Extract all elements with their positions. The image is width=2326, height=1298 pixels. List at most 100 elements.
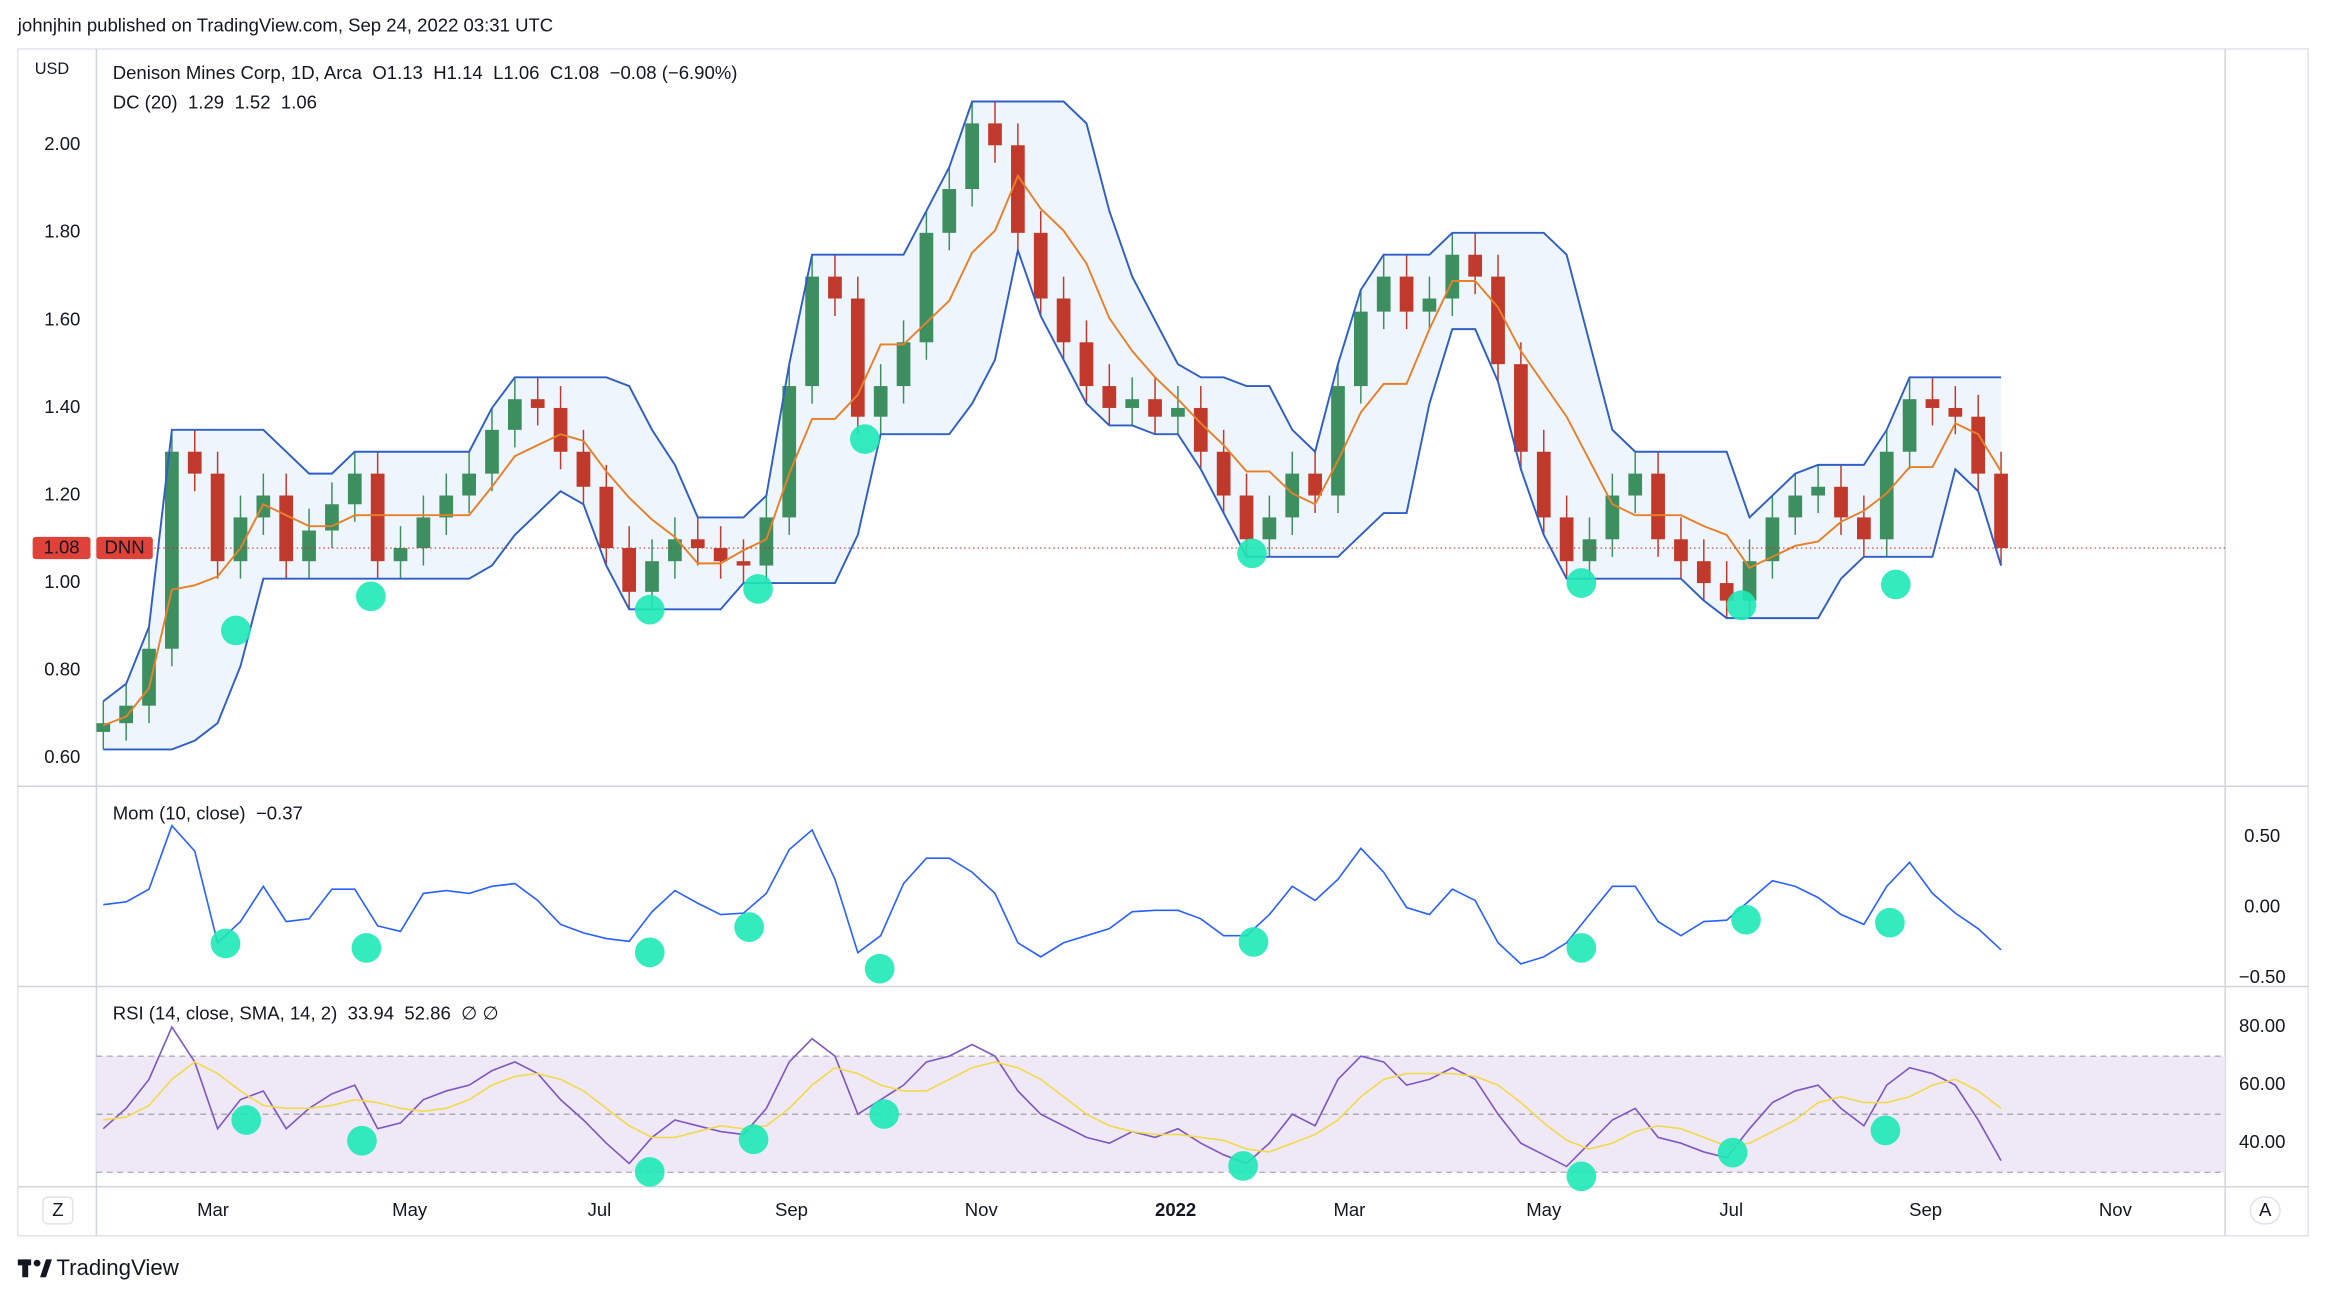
- y-tick-label: 1.80: [44, 221, 80, 242]
- candle-body: [1399, 276, 1414, 312]
- x-tick-label: Mar: [1333, 1199, 1365, 1220]
- candle-body: [1857, 517, 1871, 540]
- frame: [17, 48, 2309, 1237]
- brand: TradingView: [56, 1255, 179, 1280]
- x-tick-label: Sep: [775, 1199, 808, 1220]
- candle-body: [645, 561, 659, 592]
- candle-body: [165, 451, 179, 649]
- highlight-circle: [221, 615, 251, 646]
- button-frame[interactable]: [2249, 1196, 2281, 1225]
- channel-fill: [103, 101, 2002, 750]
- highlight-circle: [347, 1125, 377, 1156]
- indicator-line: [103, 824, 2002, 965]
- candle-body: [1765, 517, 1780, 562]
- candle-body: [1193, 407, 1208, 452]
- x-tick-label: Nov: [2099, 1199, 2133, 1220]
- candle-body: [1491, 276, 1505, 365]
- candle-body: [668, 539, 682, 562]
- candle-body: [370, 473, 385, 562]
- highlight-circle: [634, 594, 665, 625]
- legend-text: ∅ ∅: [461, 1003, 498, 1024]
- candle-body: [1902, 399, 1917, 452]
- candle-body: [942, 189, 957, 233]
- indicator-line: [102, 1025, 2002, 1168]
- candle-body: [576, 451, 591, 487]
- attribution: johnjhin published on TradingView.com, S…: [17, 15, 553, 36]
- candle-body: [1582, 539, 1597, 562]
- price-tag: [32, 536, 91, 560]
- plot: USD 2.00 1.80 1.60 1.40 1.20 1.00 0.80 0.60 Mar Ma…: [32, 60, 2286, 1220]
- candle-body: [462, 473, 476, 496]
- candle-body: [1742, 561, 1757, 601]
- highlight-circle: [734, 912, 764, 942]
- highlight-circle: [869, 1099, 899, 1129]
- candle-body: [1422, 298, 1437, 312]
- candle-body: [142, 648, 156, 706]
- candle-body: [1353, 311, 1368, 387]
- highlight-circle: [1726, 590, 1757, 621]
- candle-body: [805, 276, 819, 387]
- y-tick-label: 60.00: [2239, 1073, 2285, 1094]
- highlight-circle: [634, 1157, 665, 1187]
- candle-body: [1971, 416, 1986, 474]
- candle-body: [485, 429, 499, 474]
- button[interactable]: Z: [52, 1199, 63, 1220]
- candle-body: [1605, 495, 1620, 540]
- candle-body: [187, 451, 202, 474]
- y-unit: USD: [35, 60, 69, 78]
- highlight-circle: [1875, 907, 1905, 938]
- legend-text: RSI (14, close, SMA, 14, 2): [113, 1003, 338, 1024]
- highlight-circle: [738, 1124, 769, 1155]
- logo-part: [22, 1259, 29, 1278]
- y-tick-label: 40.00: [2239, 1131, 2285, 1152]
- legend-text: O1.13: [372, 62, 422, 83]
- candle-body: [507, 399, 522, 430]
- indicator-line: [103, 246, 2002, 751]
- candle-body: [1674, 539, 1688, 562]
- candle-body: [1079, 342, 1094, 387]
- candle-body: [1994, 473, 2008, 549]
- highlight-circle: [1237, 538, 1267, 569]
- x-tick-label: Nov: [965, 1199, 999, 1220]
- candle-body: [1331, 386, 1345, 496]
- x-tick-label: 2022: [1155, 1199, 1196, 1220]
- candle-body: [690, 539, 705, 549]
- button[interactable]: A: [2259, 1199, 2272, 1220]
- candle-body: [96, 723, 111, 732]
- candle-body: [782, 386, 797, 518]
- candle-body: [1559, 517, 1574, 562]
- indicator-line: [103, 1060, 2002, 1153]
- button-frame[interactable]: [42, 1196, 74, 1225]
- candle-body: [347, 473, 362, 505]
- candle-body: [1102, 386, 1117, 408]
- highlight-circle: [356, 581, 386, 612]
- highlight-circle: [849, 424, 880, 454]
- legend-text: H1.14: [433, 62, 482, 83]
- candle-body: [302, 530, 316, 562]
- highlight-circle: [864, 953, 895, 984]
- highlight-circle: [743, 574, 773, 604]
- candle-body: [1285, 473, 1300, 518]
- candle-body: [1879, 451, 1894, 540]
- x-tick-label: May: [392, 1199, 428, 1220]
- candle-body: [988, 123, 1002, 146]
- legend-text: 1.52: [234, 92, 270, 113]
- candle-body: [965, 123, 980, 190]
- legend-text: L1.06: [493, 62, 539, 83]
- candle-body: [1216, 451, 1231, 496]
- y-tick-label: 1.20: [44, 483, 80, 504]
- y-tick-label: −0.50: [2239, 966, 2286, 987]
- legend-text: DC (20): [113, 92, 178, 113]
- candle-body: [1171, 407, 1185, 417]
- y-tick-label: 0.60: [44, 746, 80, 767]
- indicator-line: [102, 173, 2002, 727]
- highlight-circle: [1566, 933, 1597, 963]
- highlight-circle: [1717, 1137, 1748, 1168]
- candle-body: [1536, 451, 1551, 518]
- legend-text: C1.08: [550, 62, 599, 83]
- candle-body: [599, 486, 614, 549]
- candle-body: [828, 276, 842, 299]
- candle-body: [393, 548, 408, 562]
